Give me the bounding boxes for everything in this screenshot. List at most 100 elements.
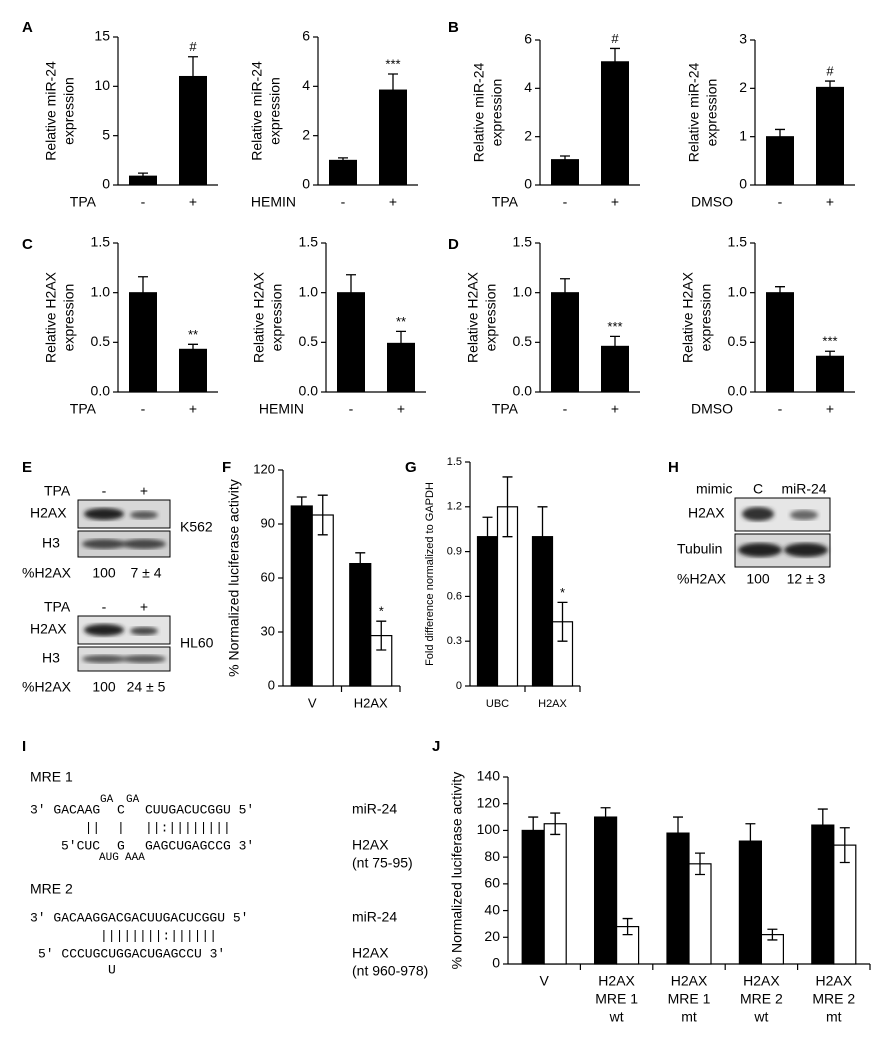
y-tick-label: 1.5 <box>447 456 462 468</box>
seq-top: C <box>117 802 125 817</box>
error-bar <box>317 494 328 536</box>
error-bar <box>775 286 785 300</box>
error-bar <box>825 350 835 362</box>
bar <box>738 840 763 965</box>
y-axis-label: expression <box>61 284 77 352</box>
error-bar <box>817 808 828 842</box>
range-label: (nt 960-978) <box>352 963 428 979</box>
y-tick-label: 1.5 <box>728 234 748 250</box>
band <box>738 543 782 557</box>
band <box>130 627 158 635</box>
y-axis-label: Relative miR-24 <box>43 61 59 161</box>
annotation: * <box>379 604 384 619</box>
y-tick-label: 4 <box>302 77 310 93</box>
error-bar <box>376 620 387 651</box>
x-tick-label: H2AX <box>538 698 567 710</box>
panel-letters: A B C D E F G H I J <box>22 19 679 755</box>
y-tick-label: 0.5 <box>91 333 111 349</box>
seq-bulge: AUG <box>99 852 119 864</box>
bar <box>521 829 545 965</box>
annotation: ** <box>188 327 198 342</box>
mirna-label: miR-24 <box>352 909 397 925</box>
y-tick-label: 5 <box>102 126 110 142</box>
x-tick-label: - <box>563 194 568 210</box>
x-tick-label: - <box>778 194 783 210</box>
seq-top: 3' GACAAG <box>30 802 100 817</box>
y-axis-label: Relative miR-24 <box>686 62 702 162</box>
x-tick-label: V <box>308 695 317 710</box>
band <box>122 539 166 549</box>
bar <box>816 355 844 393</box>
x-axis-label: TPA <box>492 194 519 210</box>
band <box>784 543 828 557</box>
y-tick-label: 0.0 <box>513 383 533 399</box>
row-label: Tubulin <box>677 541 722 557</box>
x-axis-label: HEMIN <box>259 401 304 417</box>
y-axis-label: expression <box>61 77 77 145</box>
error-bar <box>775 128 785 145</box>
x-tick-label: - <box>141 401 146 417</box>
error-bar <box>528 816 539 845</box>
bar <box>329 159 357 186</box>
y-tick-label: 1.5 <box>513 234 533 250</box>
y-tick-label: 0 <box>492 955 500 971</box>
y-axis-label: Relative H2AX <box>43 271 59 363</box>
y-tick-label: 0.3 <box>447 635 462 647</box>
error-bar <box>622 917 633 936</box>
seq-top: CUUGACUCGGU 5' <box>145 802 254 817</box>
error-bar <box>839 827 850 864</box>
y-tick-label: 2 <box>524 127 532 143</box>
cell-line: K562 <box>180 519 213 535</box>
y-tick-label: 0.0 <box>91 383 111 399</box>
quant-label: %H2AX <box>22 565 72 581</box>
band <box>84 624 124 636</box>
x-tick-label: MRE 1 <box>668 991 711 1007</box>
lane: + <box>140 483 148 499</box>
panel-letter: I <box>22 738 26 755</box>
y-tick-label: 1 <box>739 127 747 143</box>
seq-pairs: ||:|||||||| <box>145 820 231 835</box>
x-tick-label: V <box>540 973 550 989</box>
target-label: H2AX <box>352 945 389 961</box>
seq-bulge: GA <box>126 794 140 806</box>
x-tick-label: wt <box>609 1009 624 1025</box>
x-tick-label: mt <box>826 1009 842 1025</box>
y-axis-label: Relative H2AX <box>680 271 696 363</box>
seq-pairs: || <box>85 820 101 835</box>
x-axis-label: HEMIN <box>251 194 296 210</box>
error-bar <box>296 496 307 516</box>
blot-h: mimic C miR-24 H2AX Tubulin %H2AX 100 12… <box>677 481 831 587</box>
y-tick-label: 80 <box>484 848 500 864</box>
y-tick-label: 1.5 <box>91 234 111 250</box>
seq-bottom: GAGCUGAGCCG 3' <box>145 838 254 853</box>
error-bar <box>695 852 705 876</box>
panel-letter: H <box>668 459 679 476</box>
y-axis-label: expression <box>269 284 285 352</box>
x-axis-label: TPA <box>492 401 519 417</box>
bar <box>543 823 567 965</box>
mre-title: MRE 2 <box>30 881 73 897</box>
quant: 100 <box>746 571 770 587</box>
y-axis-label: expression <box>704 79 720 147</box>
error-bar <box>188 343 198 355</box>
annotation: *** <box>607 319 622 334</box>
annotation: # <box>611 31 619 46</box>
x-tick-label: H2AX <box>743 973 780 989</box>
seq-bottom: 5'CUC <box>61 838 100 853</box>
x-tick-label: - <box>563 401 568 417</box>
x-tick-label: + <box>826 194 834 210</box>
y-tick-label: 1.0 <box>91 283 111 299</box>
error-bar <box>560 278 570 308</box>
band <box>742 507 774 521</box>
bar <box>129 292 157 393</box>
seq-pairs: ||||||||:|||||| <box>100 928 217 943</box>
band <box>122 655 166 663</box>
band <box>130 511 158 519</box>
band <box>82 655 126 663</box>
annotation: # <box>189 39 197 54</box>
error-bar <box>550 812 561 836</box>
panel-letter: J <box>432 738 440 755</box>
bar <box>290 505 313 687</box>
bar <box>811 824 835 965</box>
